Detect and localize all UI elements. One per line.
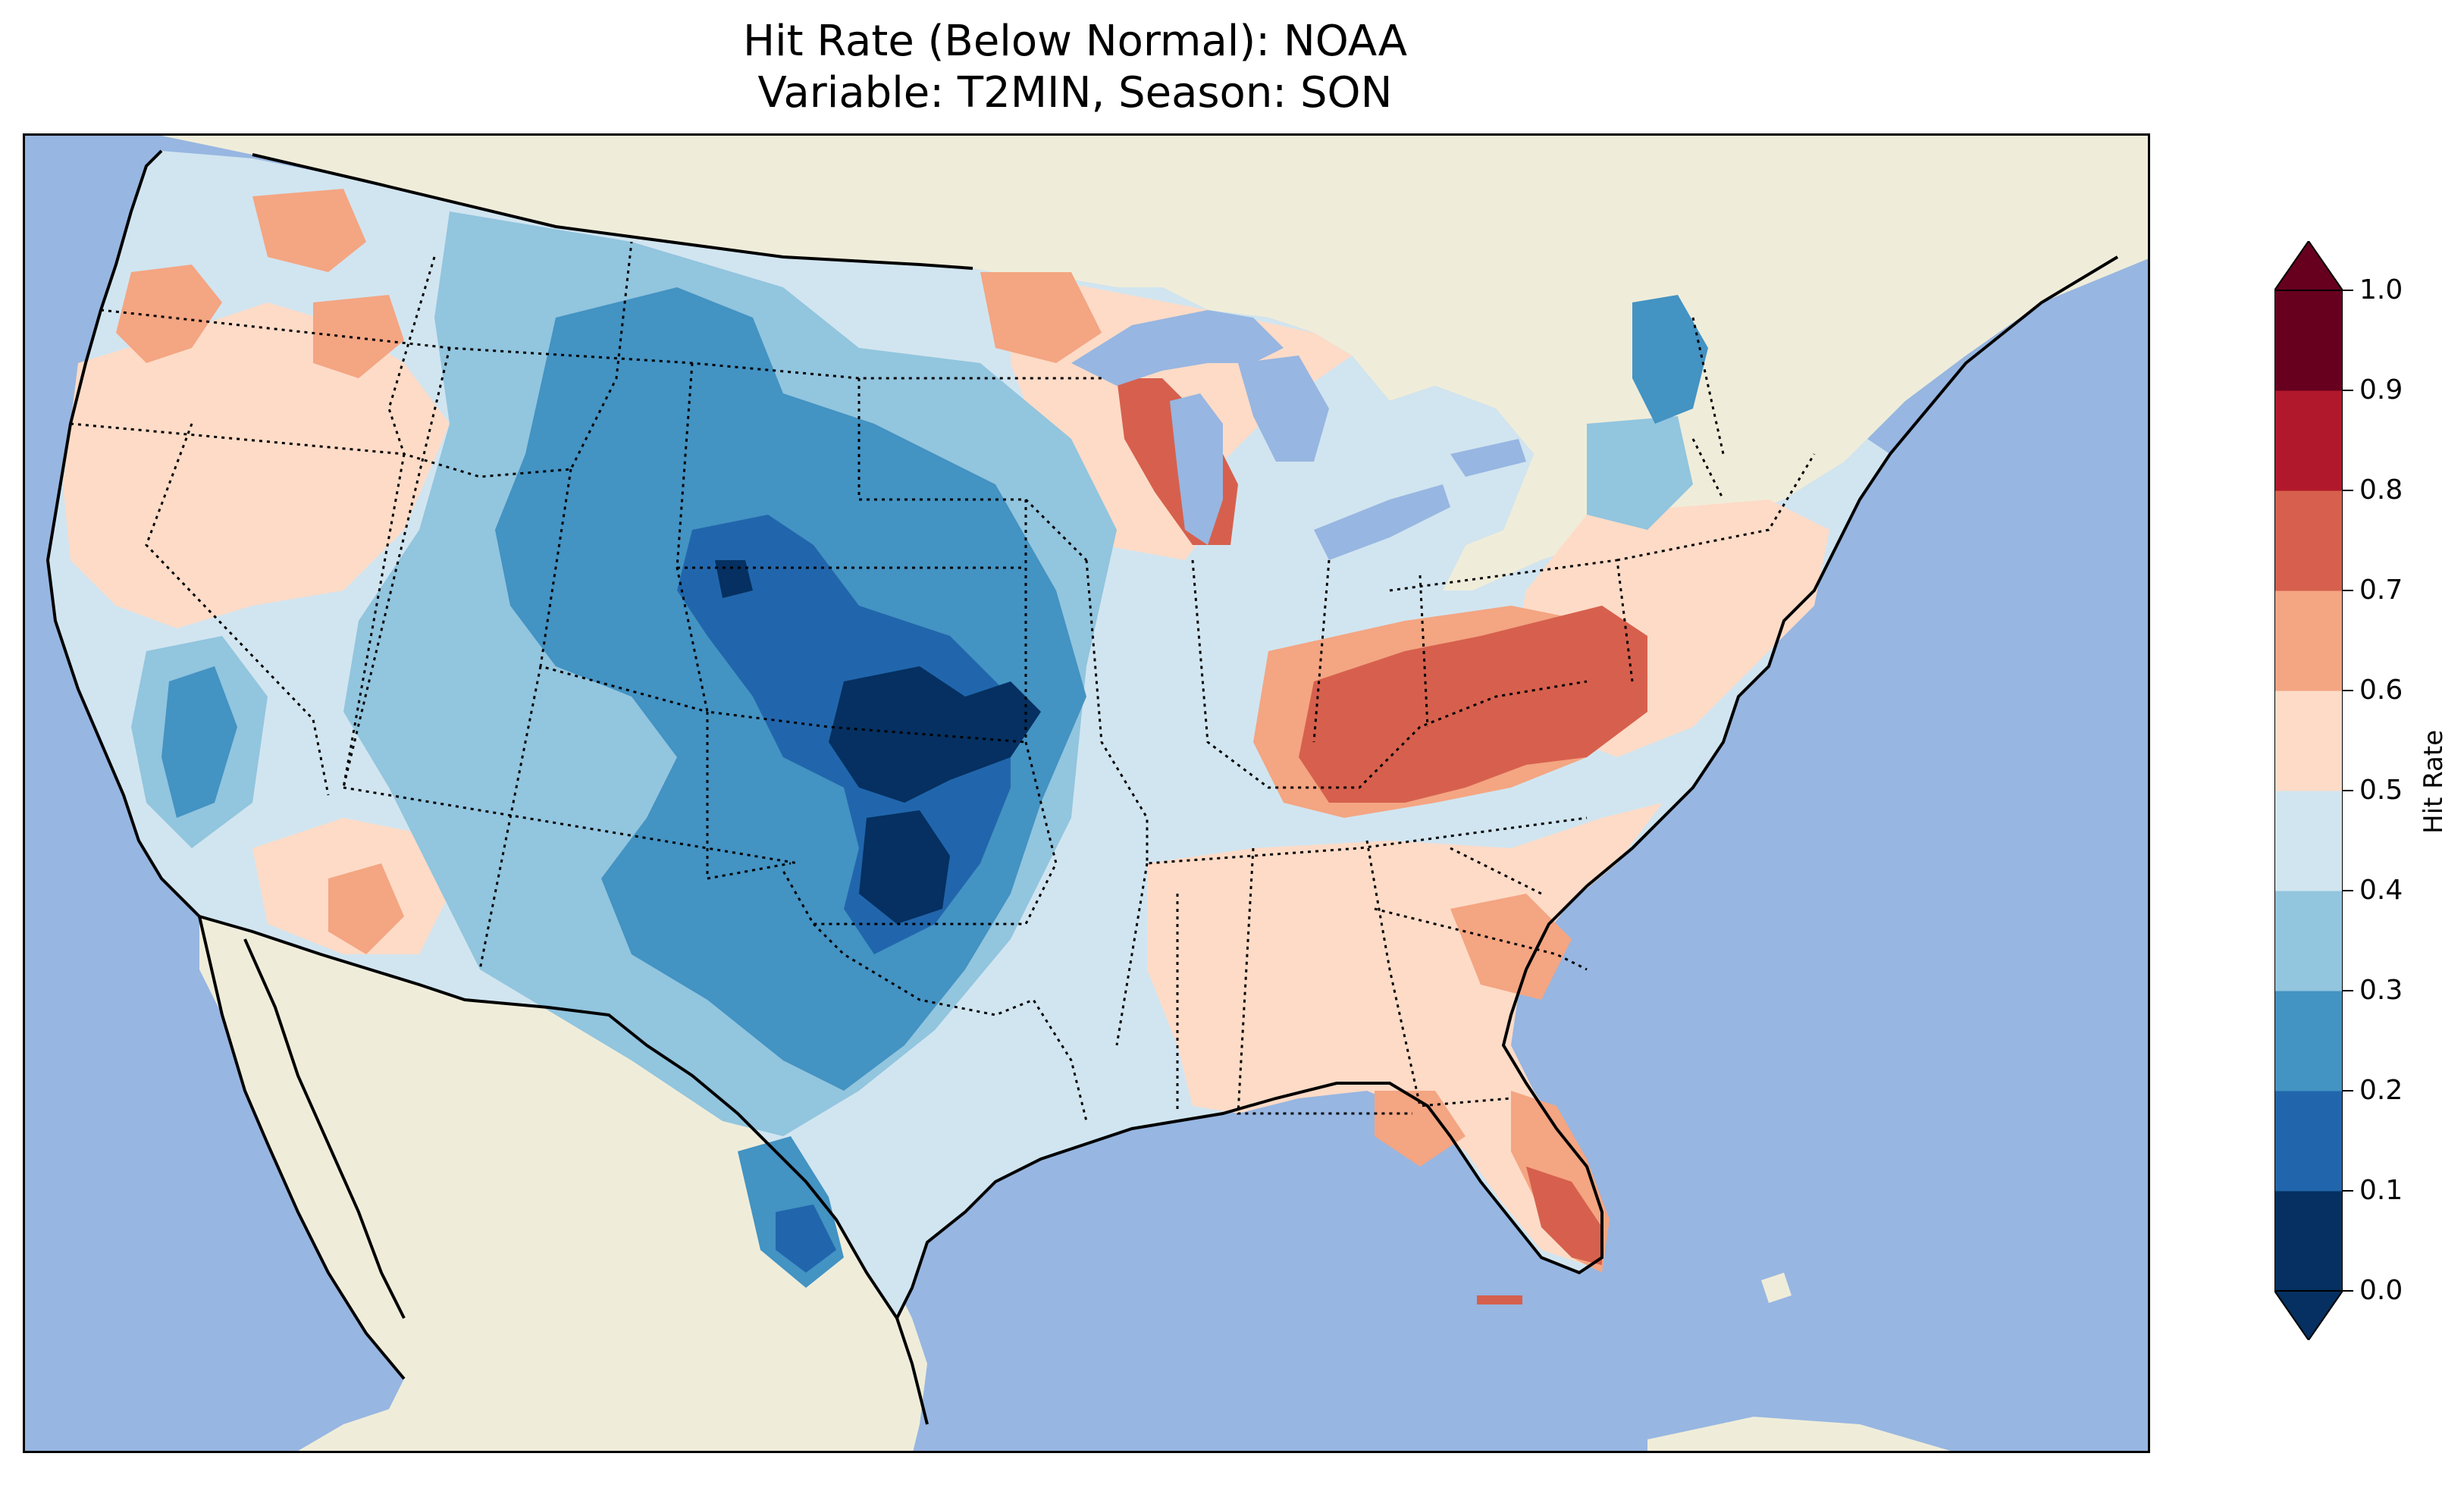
ohio-valley-red — [1299, 606, 1647, 803]
colorbar-bin-0.6-0.7 — [2274, 590, 2343, 691]
colorbar-tick-label: 1.0 — [2359, 274, 2403, 305]
colorbar-tick-label: 0.0 — [2359, 1275, 2403, 1306]
colorbar-tick-mark — [2343, 1290, 2353, 1292]
colorbar-tick-label: 0.8 — [2359, 475, 2403, 506]
colorbar-tick-label: 0.7 — [2359, 575, 2403, 606]
colorbar-extend-top — [2274, 241, 2343, 291]
colorbar-extend-bottom — [2274, 1290, 2343, 1340]
idaho-salmon — [313, 295, 404, 378]
colorbar-tick-label: 0.1 — [2359, 1175, 2403, 1206]
colorbar-tick-mark — [2343, 790, 2353, 791]
colorbar-bin-0.7-0.8 — [2274, 490, 2343, 591]
colorbar-bin-0.2-0.3 — [2274, 991, 2343, 1092]
carolina-salmon — [1450, 894, 1572, 1000]
south-texas-dark-blue — [776, 1204, 836, 1273]
washington-salmon — [252, 189, 366, 272]
cuba-island — [1647, 1417, 1951, 1451]
colorbar — [2274, 241, 2343, 1340]
colorbar-tick-mark — [2343, 290, 2353, 291]
baja-peninsula — [245, 939, 404, 1348]
colorbar-bin-0.5-0.6 — [2274, 691, 2343, 791]
arizona-salmon — [328, 863, 404, 954]
colorbar-tick-label: 0.6 — [2359, 675, 2403, 706]
colorbar-bin-0.3-0.4 — [2274, 891, 2343, 991]
maine-blue — [1632, 295, 1708, 424]
colorbar-tick-mark — [2343, 590, 2353, 591]
colorbar-tick-label: 0.9 — [2359, 374, 2403, 406]
colorbar-tick-mark — [2343, 990, 2353, 991]
colorbar-tick-mark — [2343, 1090, 2353, 1092]
colorbar-tick-label: 0.3 — [2359, 975, 2403, 1006]
colorbar-bin-0.9-1.0 — [2274, 290, 2343, 391]
colorbar-tick-label: 0.5 — [2359, 775, 2403, 806]
lake-huron — [1238, 355, 1329, 462]
coastlines — [45, 149, 2119, 1425]
colorbar-tick-mark — [2343, 490, 2353, 491]
navy-nebraska — [715, 560, 753, 598]
colorbar-label: Hit Rate — [2419, 729, 2449, 834]
lake-ontario — [1450, 439, 1526, 477]
navy-oklahoma — [859, 810, 950, 924]
lake-michigan — [1170, 393, 1223, 545]
colorbar-tick-label: 0.4 — [2359, 875, 2403, 906]
colorbar-bin-0.1-0.2 — [2274, 1091, 2343, 1192]
state-borders — [70, 241, 1816, 1122]
chart-title-line1: Hit Rate (Below Normal): NOAA — [742, 17, 1408, 66]
lake-superior — [1071, 310, 1284, 386]
colorbar-bin-0.8-0.9 — [2274, 390, 2343, 491]
lake-erie — [1314, 484, 1450, 560]
northwest-light-red — [63, 302, 450, 628]
gulf-coast-salmon — [1375, 1091, 1466, 1167]
nevada-blue — [161, 666, 237, 818]
colorbar-tick-mark — [2343, 690, 2353, 691]
colorbar-tick-mark — [2343, 890, 2353, 891]
navy-kansas — [829, 666, 1041, 803]
florida-red — [1526, 1167, 1602, 1265]
florida-keys-red — [1477, 1295, 1522, 1305]
us-map — [45, 136, 2148, 1451]
colorbar-bin-0.0-0.1 — [2274, 1191, 2343, 1292]
colorbar-tick-label: 0.2 — [2359, 1075, 2403, 1106]
map-panel — [23, 133, 2150, 1453]
minnesota-salmon — [980, 272, 1102, 363]
oregon-salmon — [116, 265, 222, 363]
colorbar-tick-mark — [2343, 390, 2353, 391]
bahama-island — [1761, 1273, 1792, 1303]
maine-light-blue — [1587, 416, 1693, 530]
colorbar-tick-mark — [2343, 1190, 2353, 1192]
colorbar-bin-0.4-0.5 — [2274, 791, 2343, 891]
chart-title-line2: Variable: T2MIN, Season: SON — [757, 68, 1393, 117]
